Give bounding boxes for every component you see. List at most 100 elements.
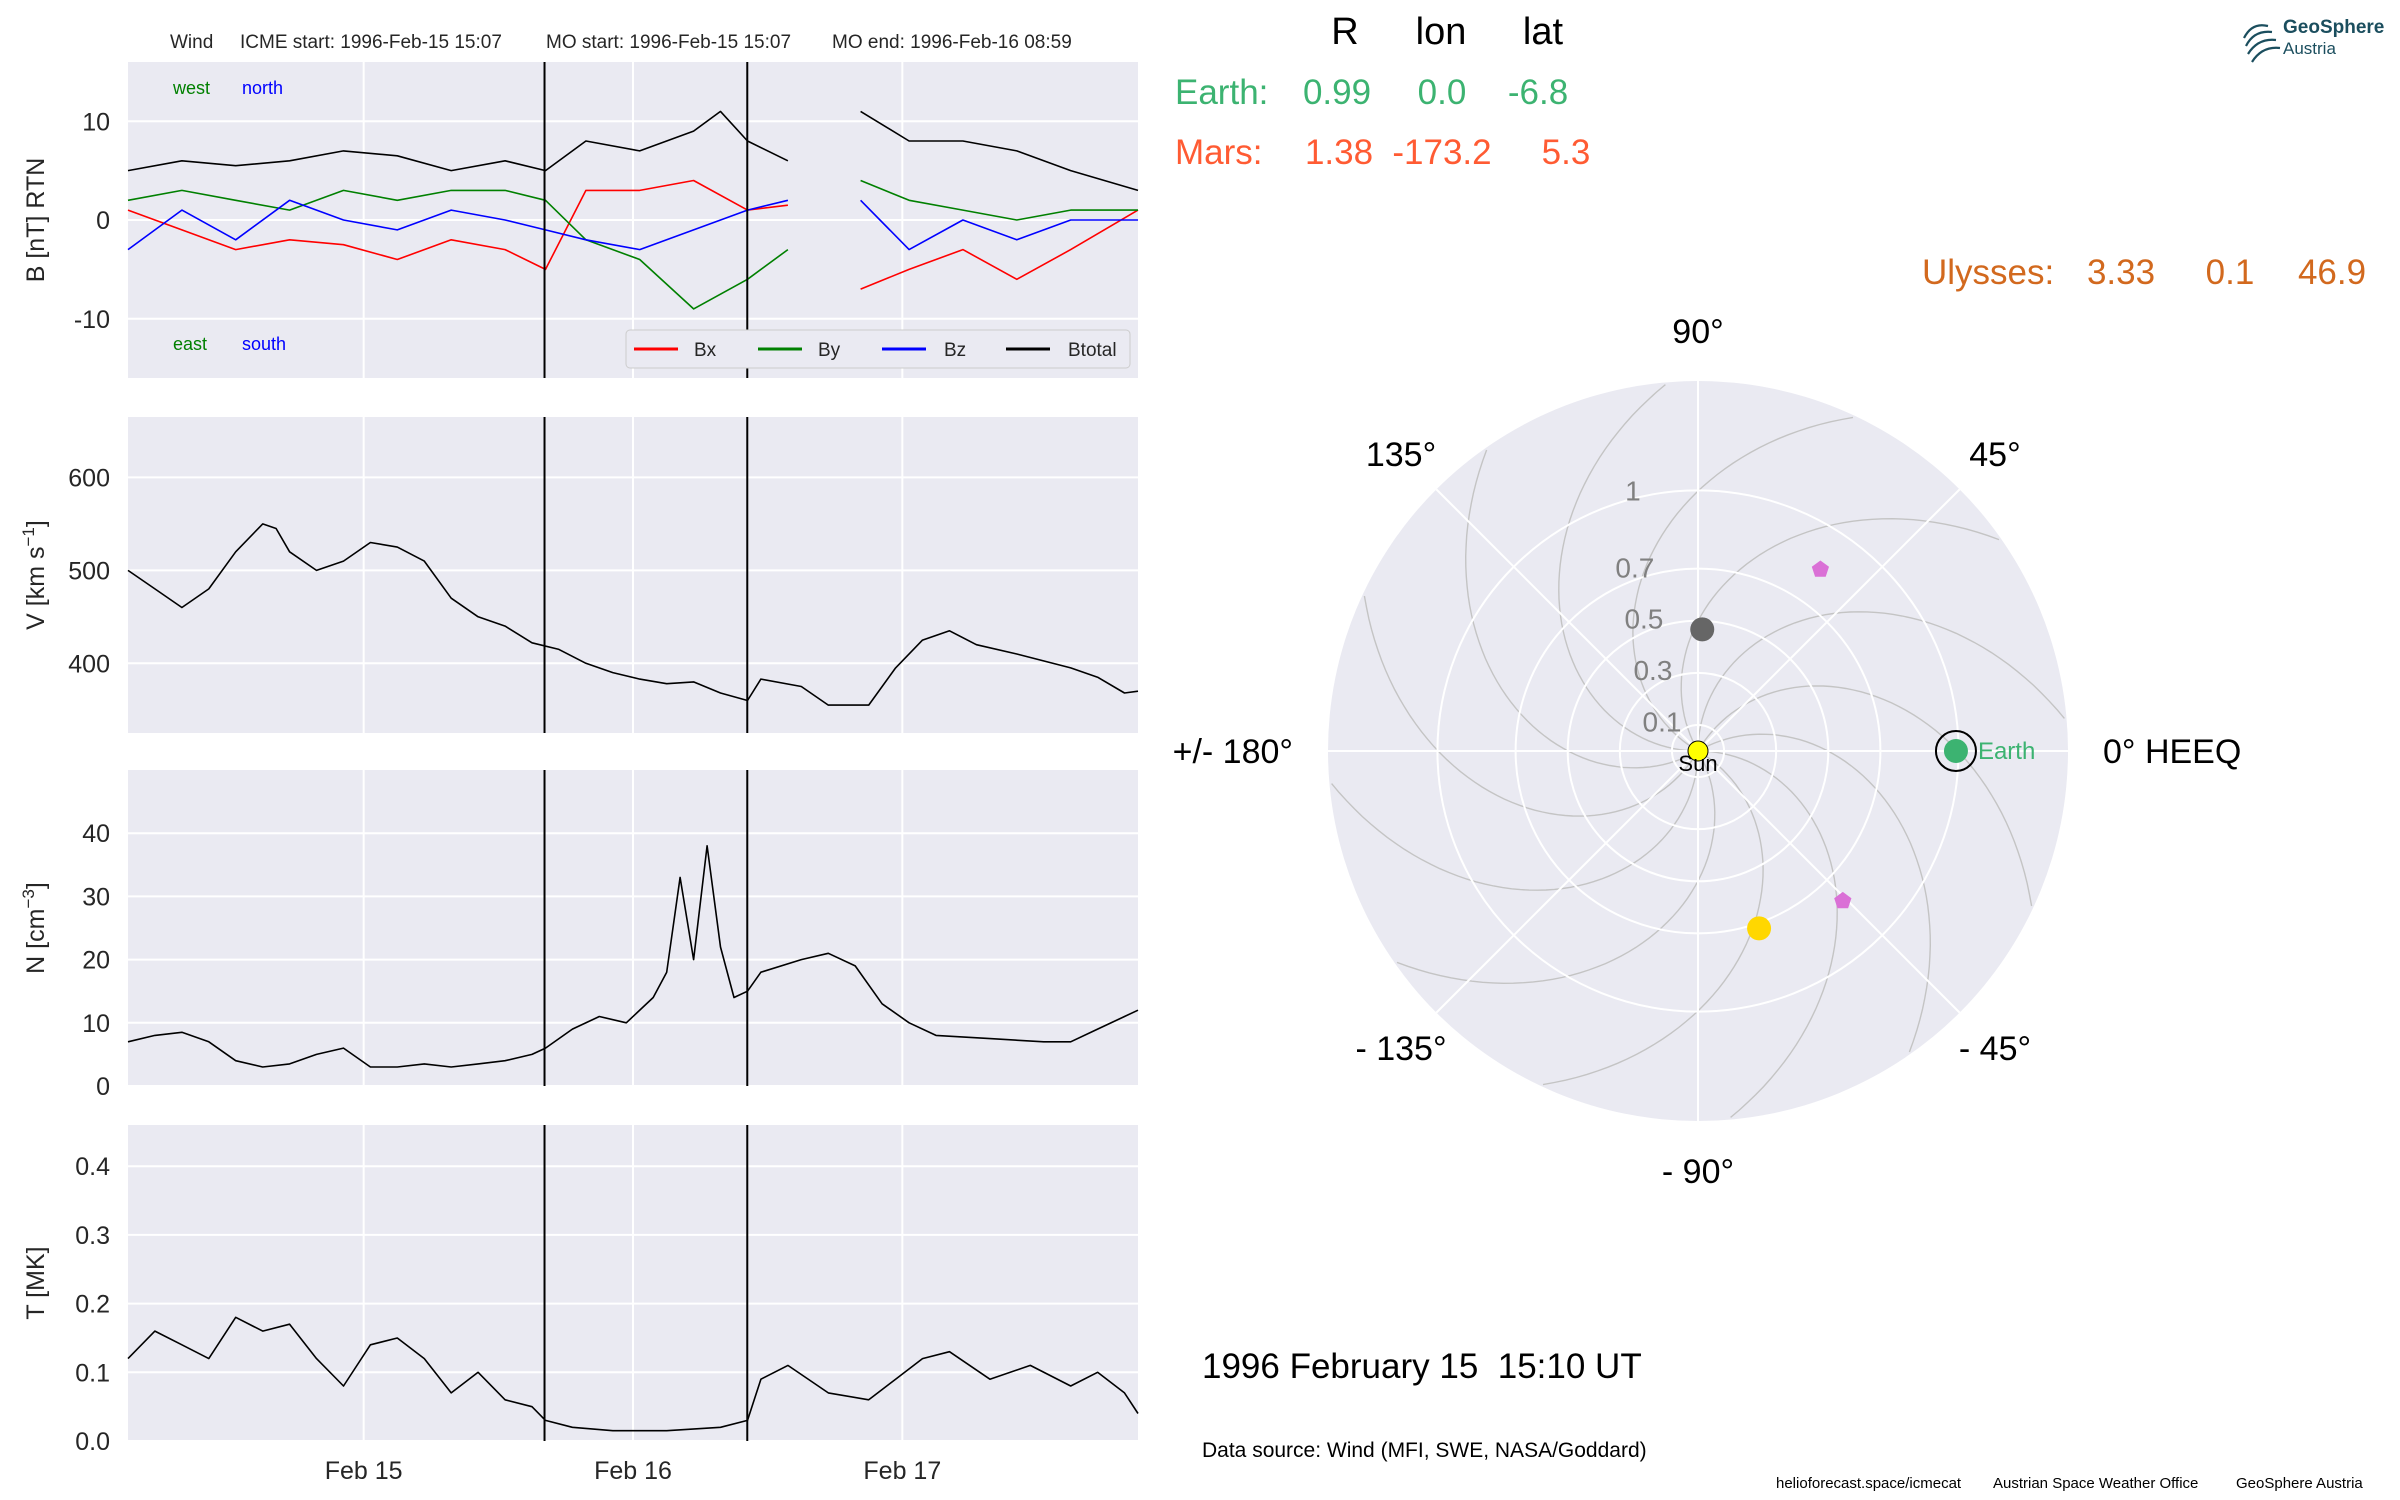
footer-org: GeoSphere Austria xyxy=(2236,1475,2363,1492)
col-header-lat: lat xyxy=(1523,11,1564,53)
angle-label-0: 0° HEEQ xyxy=(2103,733,2241,771)
xtick-label-1: Feb 16 xyxy=(594,1457,672,1485)
t-ytick-2: 0.2 xyxy=(75,1291,110,1319)
series-v xyxy=(127,523,1139,706)
body-marker-4 xyxy=(1811,560,1829,577)
body-marker-2 xyxy=(1747,916,1772,941)
earth-row-name: Earth: xyxy=(1175,73,1268,112)
n-ytick-0: 0 xyxy=(96,1073,110,1101)
polar-plot: 0.1 0.3 0.5 0.7 1 0° HEEQ 45° 90° 135° +/- 180° - … xyxy=(1173,313,2242,1191)
b-ylabel: B [nT] RTN xyxy=(22,158,50,283)
angle-label-5: - 135° xyxy=(1355,1030,1446,1068)
t-ytick-3: 0.3 xyxy=(75,1222,110,1250)
ulysses-row-r: 3.33 xyxy=(2087,253,2155,292)
header-mo-start: MO start: 1996-Feb-15 15:07 xyxy=(546,32,791,53)
mars-row-lon: -173.2 xyxy=(1392,133,1491,172)
spiral-line-3 xyxy=(1697,611,2065,746)
b-legend-box xyxy=(625,329,1131,369)
v-ytick-1: 500 xyxy=(68,557,110,585)
angle-label-1: 45° xyxy=(1969,436,2020,474)
earth-marker xyxy=(1943,739,1968,763)
t-ytick-1: 0.1 xyxy=(75,1359,110,1387)
series-by xyxy=(127,179,1138,310)
header-spacecraft: Wind xyxy=(170,32,213,53)
body-marker-3 xyxy=(1690,617,1715,642)
header-mo-end: MO end: 1996-Feb-16 08:59 xyxy=(832,32,1072,53)
spiral-line-4 xyxy=(1680,517,2000,747)
radial-tick-1: 0.3 xyxy=(1633,655,1672,686)
timestamp: 1996 February 15 15:10 UT xyxy=(1202,1347,1642,1386)
header-icme-start: ICME start: 1996-Feb-15 15:07 xyxy=(240,32,502,53)
geosphere-logo-icon xyxy=(2243,24,2281,63)
n-ytick-1: 10 xyxy=(82,1010,110,1038)
t-ylabel: T [MK] xyxy=(22,1246,50,1319)
v-ytick-2: 600 xyxy=(68,464,110,492)
angle-label-2: 90° xyxy=(1672,313,1723,351)
spiral-line-6 xyxy=(1558,384,1693,752)
radial-tick-4: 1 xyxy=(1625,475,1641,506)
b-ytick-2: 10 xyxy=(82,108,110,136)
col-header-r: R xyxy=(1331,11,1358,53)
xtick-label-2: Feb 17 xyxy=(863,1457,941,1485)
mars-row-r: 1.38 xyxy=(1305,133,1373,172)
series-bz xyxy=(127,199,1138,251)
footer-office: Austrian Space Weather Office xyxy=(1993,1475,2198,1492)
angle-label-6: - 90° xyxy=(1662,1153,1734,1191)
legend-label-bz: Bz xyxy=(944,340,966,361)
b-ytick-0: -10 xyxy=(74,306,110,334)
t-ytick-0: 0.0 xyxy=(75,1428,110,1456)
ts-header: Wind ICME start: 1996-Feb-15 15:07 MO st… xyxy=(170,32,1072,53)
angle-grid-135 xyxy=(1435,488,1699,752)
earth-row-r: 0.99 xyxy=(1303,73,1371,112)
earth-row-lat: -6.8 xyxy=(1508,73,1568,112)
series-btotal xyxy=(127,110,1139,192)
legend-label-btotal: Btotal xyxy=(1068,340,1117,361)
geosphere-logo: GeoSphere Austria xyxy=(2243,17,2384,63)
footer: helioforecast.space/icmecat Austrian Spa… xyxy=(1776,1475,2363,1492)
body-marker-5 xyxy=(1834,891,1852,909)
col-header-lon: lon xyxy=(1416,11,1467,53)
n-ylabel: N [cm−3] xyxy=(19,882,50,974)
earth-label: Earth xyxy=(1978,738,2035,765)
spiral-line-9 xyxy=(1331,756,1699,891)
mars-row-lat: 5.3 xyxy=(1542,133,1591,172)
annotation-south: south xyxy=(242,334,286,354)
v-ylabel: V [km s−1] xyxy=(19,520,50,630)
t-ytick-4: 0.4 xyxy=(75,1153,110,1181)
n-ytick-4: 40 xyxy=(82,820,110,848)
b-field-panel: -10 0 10 B [nT] RTN xyxy=(22,62,1139,378)
data-source: Data source: Wind (MFI, SWE, NASA/Goddar… xyxy=(1202,1439,1647,1462)
legend-label-bx: Bx xyxy=(694,340,717,361)
angle-grid-315 xyxy=(1697,750,1961,1014)
ulysses-row-name: Ulysses: xyxy=(1922,253,2054,292)
annotation-east: east xyxy=(173,334,207,354)
temperature-panel: 0.0 0.1 0.2 0.3 0.4 T [MK] Feb 15 Feb 16 Feb 17 xyxy=(22,1125,1139,1485)
spiral-line-7 xyxy=(1464,449,1694,769)
annotation-north: north xyxy=(242,78,283,98)
sun-marker xyxy=(1687,740,1709,762)
radial-tick-2: 0.5 xyxy=(1624,604,1663,635)
series-t xyxy=(127,1316,1139,1432)
velocity-panel: 400 500 600 V [km s−1] xyxy=(19,417,1139,733)
angle-label-3: 135° xyxy=(1366,436,1436,474)
angle-grid-45 xyxy=(1697,488,1961,752)
earth-row-lon: 0.0 xyxy=(1418,73,1467,112)
geosphere-logo-sub: Austria xyxy=(2283,39,2336,58)
xtick-label-0: Feb 15 xyxy=(325,1457,403,1485)
legend-label-by: By xyxy=(818,340,841,361)
spiral-line-1 xyxy=(1702,733,1932,1053)
footer-url: helioforecast.space/icmecat xyxy=(1776,1475,1962,1492)
mars-row-name: Mars: xyxy=(1175,133,1263,172)
angle-label-4: +/- 180° xyxy=(1173,733,1293,771)
sun-label: Sun xyxy=(1678,751,1717,776)
radial-tick-3: 0.7 xyxy=(1615,552,1654,583)
series-bx xyxy=(127,179,1139,290)
positions-table: R lon lat Earth: 0.99 0.0 -6.8 Mars: 1.3… xyxy=(1175,11,2366,292)
earth-marker-ring xyxy=(1934,730,1977,772)
n-ytick-2: 20 xyxy=(82,947,110,975)
spiral-line-10 xyxy=(1396,755,1716,985)
radial-tick-0: 0.1 xyxy=(1643,706,1682,737)
spiral-line-0 xyxy=(1703,750,1838,1118)
b-ytick-1: 0 xyxy=(96,207,110,235)
